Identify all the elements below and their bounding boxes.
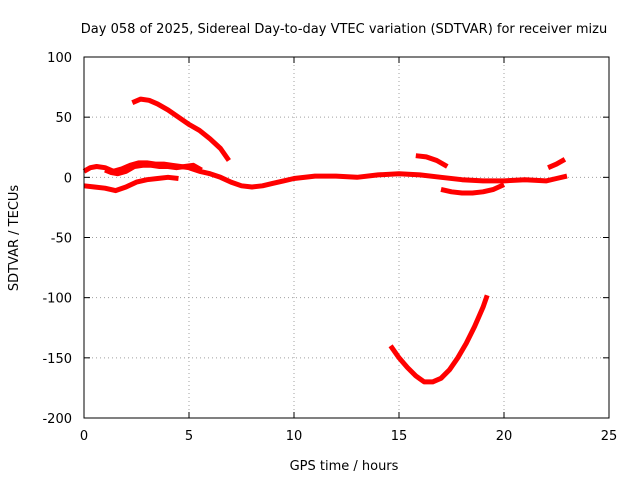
- y-tick-label: 50: [55, 111, 72, 126]
- series-arc-g: [388, 294, 490, 385]
- y-tick-label: -50: [51, 232, 72, 247]
- series-arc-d: [131, 96, 231, 162]
- x-axis-label: GPS time / hours: [290, 459, 399, 474]
- y-tick-label: -200: [42, 412, 72, 427]
- grid: [84, 57, 609, 418]
- x-tick-label: 10: [286, 429, 303, 444]
- plot-frame: [83, 56, 610, 419]
- series-arc-c: [104, 162, 203, 177]
- y-tick-label: -100: [42, 292, 72, 307]
- x-tick-label: 15: [391, 429, 408, 444]
- x-tick-label: 0: [80, 429, 88, 444]
- data-series: [82, 96, 568, 385]
- series-arc-a: [82, 160, 568, 190]
- y-tick-label: 100: [47, 51, 72, 66]
- series-arc-e: [415, 153, 449, 169]
- x-tick-label: 25: [601, 429, 618, 444]
- axis-ticks: 0 5 10 15 20 25 -200 -150 -100 -50 0 50 100: [42, 51, 617, 444]
- y-tick-label: -150: [42, 352, 72, 367]
- x-tick-label: 20: [496, 429, 513, 444]
- x-tick-label: 5: [185, 429, 193, 444]
- series-arc-b: [83, 174, 179, 194]
- y-axis-label: SDTVAR / TECUs: [7, 185, 22, 292]
- series-arc-h: [547, 157, 567, 170]
- y-tick-label: 0: [64, 171, 72, 186]
- series-arc-f: [440, 182, 506, 196]
- chart-title: Day 058 of 2025, Sidereal Day-to-day VTE…: [81, 22, 607, 37]
